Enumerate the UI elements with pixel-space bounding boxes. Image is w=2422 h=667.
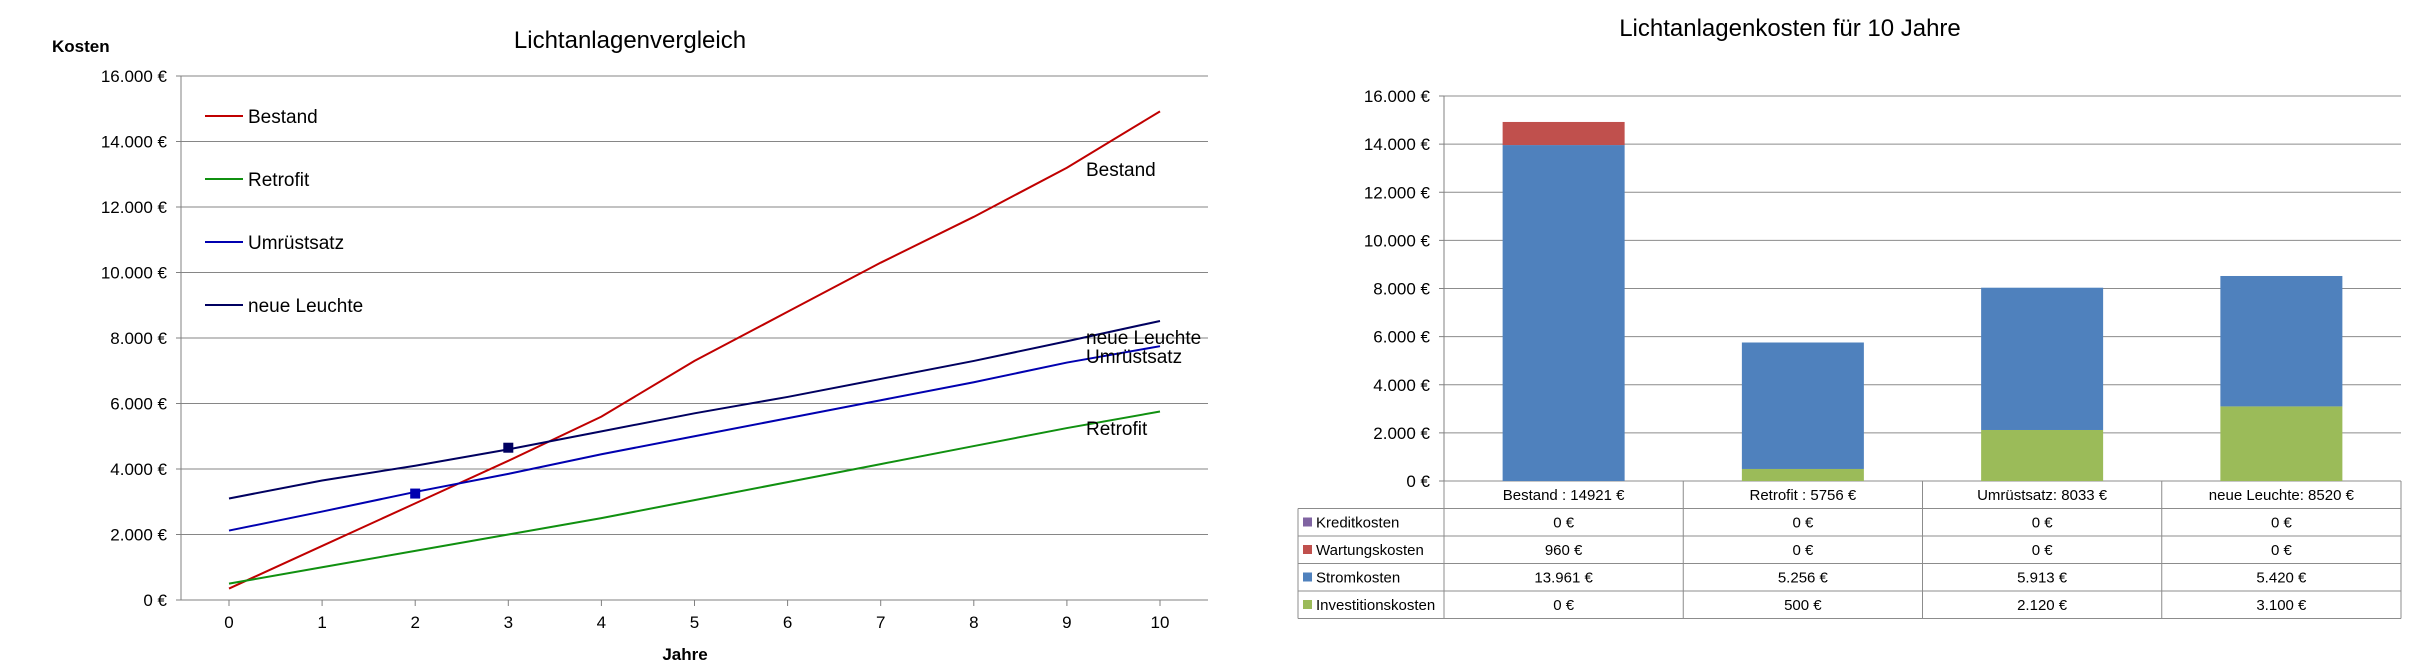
end-label-umrüstsatz: Umrüstsatz [1086, 347, 1182, 368]
bar-segment-wartungskosten [1502, 121, 1625, 146]
series-line-neue-leuchte [228, 319, 1161, 500]
y-tick-label: 2.000 € [110, 526, 167, 545]
series-line-umrüstsatz [228, 345, 1161, 532]
bar-segment-stromkosten [2220, 275, 2343, 407]
y-tick-label: 4.000 € [1373, 376, 1430, 395]
row-label-kreditkosten: Kreditkosten [1316, 515, 1399, 532]
category-label: Retrofit : 5756 € [1750, 487, 1857, 504]
x-tick-label: 7 [876, 613, 885, 632]
end-label-neue-leuchte: neue Leuchte [1086, 328, 1201, 349]
table-cell: 0 € [1792, 542, 1814, 559]
end-label-retrofit: Retrofit [1086, 419, 1148, 440]
y-tick-label: 16.000 € [101, 67, 168, 86]
legend-label-bestand: Bestand [248, 107, 318, 128]
legend-key-stromkosten [1303, 572, 1312, 582]
table-cell: 5.913 € [2017, 570, 2068, 587]
y-tick-label: 8.000 € [1373, 280, 1430, 299]
bar-segment-stromkosten [1502, 145, 1625, 482]
x-tick-label: 10 [1151, 613, 1170, 632]
table-cell: 0 € [2032, 542, 2054, 559]
row-label-stromkosten: Stromkosten [1316, 570, 1400, 587]
legend-label-retrofit: Retrofit [248, 170, 310, 191]
table-cell: 500 € [1784, 597, 1822, 614]
x-tick-label: 2 [410, 613, 419, 632]
table-cell: 13.961 € [1534, 570, 1593, 587]
y-axis-label: Kosten [52, 37, 110, 56]
row-label-wartungskosten: Wartungskosten [1316, 542, 1424, 559]
chart-title: Lichtanlagenkosten für 10 Jahre [1619, 15, 1961, 42]
table-cell: 960 € [1545, 542, 1583, 559]
table-cell: 0 € [1553, 515, 1575, 532]
x-tick-label: 8 [969, 613, 978, 632]
table-cell: 3.100 € [2256, 597, 2307, 614]
bar-segment-stromkosten [1741, 342, 1864, 469]
category-label: Bestand : 14921 € [1503, 487, 1625, 504]
y-tick-label: 0 € [143, 591, 167, 610]
y-tick-label: 4.000 € [110, 460, 167, 479]
table-cell: 2.120 € [2017, 597, 2068, 614]
table-cell: 0 € [2032, 515, 2054, 532]
series-line-bestand [228, 110, 1161, 590]
y-tick-label: 10.000 € [1364, 231, 1431, 250]
y-tick-label: 12.000 € [101, 198, 168, 217]
bar-segment-investitionskosten [2220, 406, 2343, 481]
y-tick-label: 14.000 € [101, 133, 168, 152]
line-chart: Lichtanlagenvergleich Kosten Jahre 0 € 2.000… [52, 27, 1208, 664]
y-tick-label: 6.000 € [110, 395, 167, 414]
chart-title: Lichtanlagenvergleich [514, 27, 746, 54]
table-cell: 5.256 € [1778, 570, 1829, 587]
x-axis-label: Jahre [662, 645, 707, 664]
end-label-bestand: Bestand [1086, 160, 1156, 181]
legend-key-investitionskosten [1303, 600, 1312, 609]
table-cell: 0 € [2271, 515, 2293, 532]
table-cell: 0 € [1792, 515, 1814, 532]
legend-label-neue-leuchte: neue Leuchte [248, 296, 363, 317]
legend-label-umrüstsatz: Umrüstsatz [248, 233, 344, 254]
y-tick-label: 0 € [1406, 472, 1430, 491]
bar-segment-investitionskosten [1741, 468, 1864, 481]
series-marker-umrüstsatz [410, 488, 421, 499]
y-tick-label: 10.000 € [101, 264, 168, 283]
table-cell: 0 € [2271, 542, 2293, 559]
legend-key-wartungskosten [1303, 545, 1312, 554]
y-tick-label: 8.000 € [110, 329, 167, 348]
x-tick-label: 5 [690, 613, 699, 632]
x-tick-label: 6 [783, 613, 792, 632]
bar-segment-stromkosten [1981, 287, 2104, 430]
x-tick-label: 0 [224, 613, 233, 632]
y-tick-label: 14.000 € [1364, 135, 1431, 154]
row-label-investitionskosten: Investitionskosten [1316, 597, 1435, 614]
x-tick-label: 4 [597, 613, 606, 632]
series-marker-neue-leuchte [503, 442, 514, 453]
x-tick-label: 3 [504, 613, 513, 632]
y-tick-label: 2.000 € [1373, 424, 1430, 443]
legend-key-kreditkosten [1303, 517, 1312, 527]
category-label: Umrüstsatz: 8033 € [1977, 487, 2108, 504]
table-cell: 0 € [1553, 597, 1575, 614]
category-label: neue Leuchte: 8520 € [2209, 487, 2355, 504]
bar-segment-investitionskosten [1981, 429, 2104, 481]
table-cell: 5.420 € [2256, 570, 2307, 587]
series-line-retrofit [228, 410, 1161, 585]
stacked-bar-chart: Lichtanlagenkosten für 10 Jahre 0 € 2.000 … [1297, 15, 2402, 619]
y-tick-label: 12.000 € [1364, 183, 1431, 202]
x-tick-label: 9 [1062, 613, 1071, 632]
y-tick-label: 16.000 € [1364, 87, 1431, 106]
y-tick-label: 6.000 € [1373, 328, 1430, 347]
x-tick-label: 1 [317, 613, 326, 632]
